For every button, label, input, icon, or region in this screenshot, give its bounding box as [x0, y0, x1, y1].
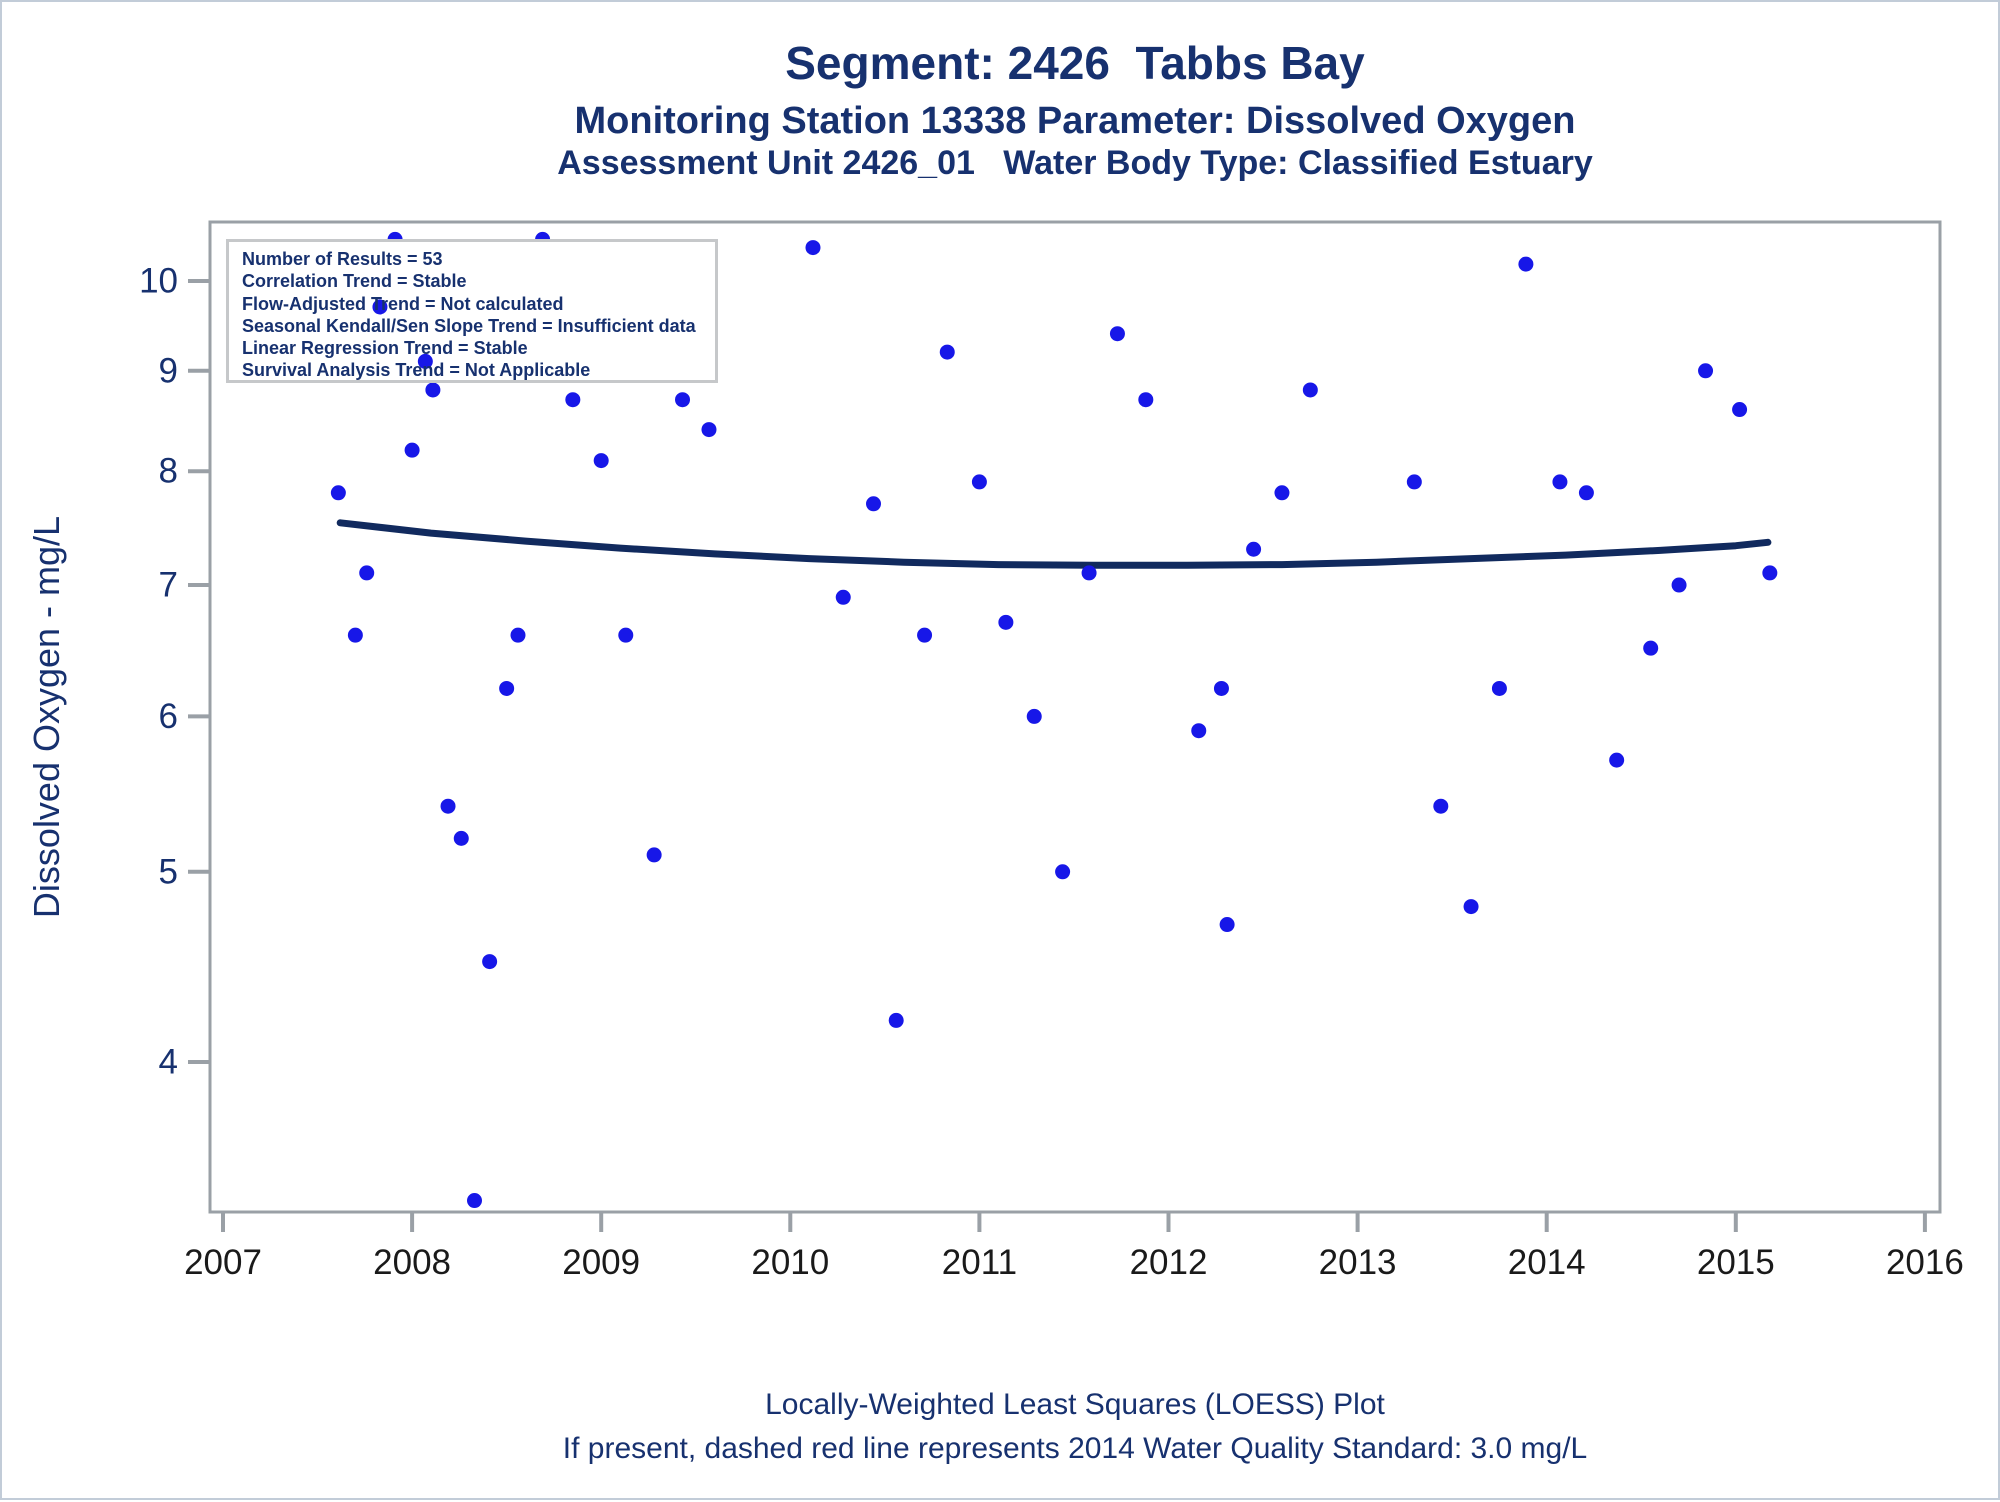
- data-point: [1671, 577, 1687, 593]
- x-tick-label: 2016: [1886, 1243, 1964, 1282]
- data-point: [835, 589, 851, 605]
- data-point: [866, 496, 882, 512]
- data-point: [453, 830, 469, 846]
- x-tick-label: 2013: [1319, 1243, 1397, 1282]
- y-tick-label: 7: [159, 566, 178, 605]
- data-point: [1138, 392, 1154, 408]
- data-point: [998, 614, 1014, 630]
- data-point: [1643, 640, 1659, 656]
- data-point: [1578, 485, 1594, 501]
- data-point: [1219, 917, 1235, 933]
- data-point: [1191, 723, 1207, 739]
- data-point: [1491, 680, 1507, 696]
- data-point: [1433, 798, 1449, 814]
- y-tick-label: 9: [159, 351, 178, 390]
- trend-summary-box: Number of Results = 53 Correlation Trend …: [226, 239, 718, 383]
- data-point: [565, 392, 581, 408]
- data-point: [510, 627, 526, 643]
- trend-summary-line: Survival Analysis Trend = Not Applicable: [242, 360, 591, 381]
- data-point: [1302, 382, 1318, 398]
- data-point: [499, 680, 515, 696]
- x-tick-label: 2008: [373, 1243, 451, 1282]
- data-point: [675, 392, 691, 408]
- data-point: [917, 627, 933, 643]
- data-point: [1518, 256, 1534, 272]
- loess-line: [336, 519, 1772, 569]
- data-point: [372, 299, 388, 315]
- data-point: [535, 231, 551, 239]
- data-point: [440, 798, 456, 814]
- x-tick-label: 2009: [562, 1243, 640, 1282]
- y-tick-label: 8: [159, 452, 178, 491]
- data-point: [347, 627, 363, 643]
- data-point: [701, 422, 717, 438]
- x-tick-label: 2007: [184, 1243, 262, 1282]
- data-point: [417, 353, 433, 369]
- data-point: [1762, 565, 1778, 581]
- data-point: [1026, 708, 1042, 724]
- trend-summary-line: Flow-Adjusted Trend = Not calculated: [242, 293, 564, 314]
- footnote-loess: Locally-Weighted Least Squares (LOESS) P…: [765, 1388, 1385, 1421]
- data-point: [467, 1193, 483, 1209]
- y-axis-title: Dissolved Oxygen - mg/L: [26, 516, 67, 918]
- data-point: [646, 847, 662, 863]
- data-point: [1406, 474, 1422, 490]
- trend-summary-line: Seasonal Kendall/Sen Slope Trend = Insuf…: [242, 315, 696, 336]
- chart-title-station-parameter: Monitoring Station 13338 Parameter: Diss…: [574, 100, 1576, 142]
- data-point: [939, 344, 955, 360]
- x-tick-label: 2010: [751, 1243, 829, 1282]
- x-tick-label: 2015: [1697, 1243, 1775, 1282]
- data-point: [387, 231, 403, 239]
- data-point: [593, 453, 609, 469]
- chart-title-assessment-unit: Assessment Unit 2426_01 Water Body Type:…: [557, 144, 1593, 182]
- data-point: [805, 240, 821, 256]
- data-point: [1055, 864, 1071, 880]
- x-tick-label: 2012: [1130, 1243, 1208, 1282]
- data-point: [1274, 485, 1290, 501]
- y-tick-label: 4: [159, 1042, 178, 1081]
- data-point: [425, 382, 441, 398]
- y-tick-label: 10: [139, 262, 178, 301]
- data-point: [1246, 541, 1262, 557]
- trend-summary-line: Number of Results = 53: [242, 249, 443, 269]
- data-point: [888, 1012, 904, 1028]
- trend-summary-line: Linear Regression Trend = Stable: [242, 338, 528, 359]
- footnote-standard: If present, dashed red line represents 2…: [562, 1432, 1588, 1465]
- data-point: [359, 565, 375, 581]
- data-point: [1732, 402, 1748, 418]
- y-tick-label: 5: [159, 852, 178, 891]
- data-point: [618, 627, 634, 643]
- data-point: [1609, 752, 1625, 768]
- x-tick-label: 2014: [1508, 1243, 1586, 1282]
- data-point: [1081, 565, 1097, 581]
- data-point: [1698, 363, 1714, 379]
- chart-title-segment: Segment: 2426 Tabbs Bay: [785, 37, 1365, 89]
- x-tick-label: 2011: [942, 1243, 1017, 1282]
- data-point: [1463, 899, 1479, 915]
- data-point: [330, 485, 346, 501]
- data-point: [1213, 680, 1229, 696]
- data-point: [1552, 474, 1568, 490]
- y-tick-label: 6: [159, 697, 178, 736]
- data-point: [1109, 326, 1125, 342]
- trend-summary-line: Correlation Trend = Stable: [242, 271, 467, 292]
- data-point: [971, 474, 987, 490]
- data-point: [482, 954, 498, 970]
- data-point: [404, 442, 420, 458]
